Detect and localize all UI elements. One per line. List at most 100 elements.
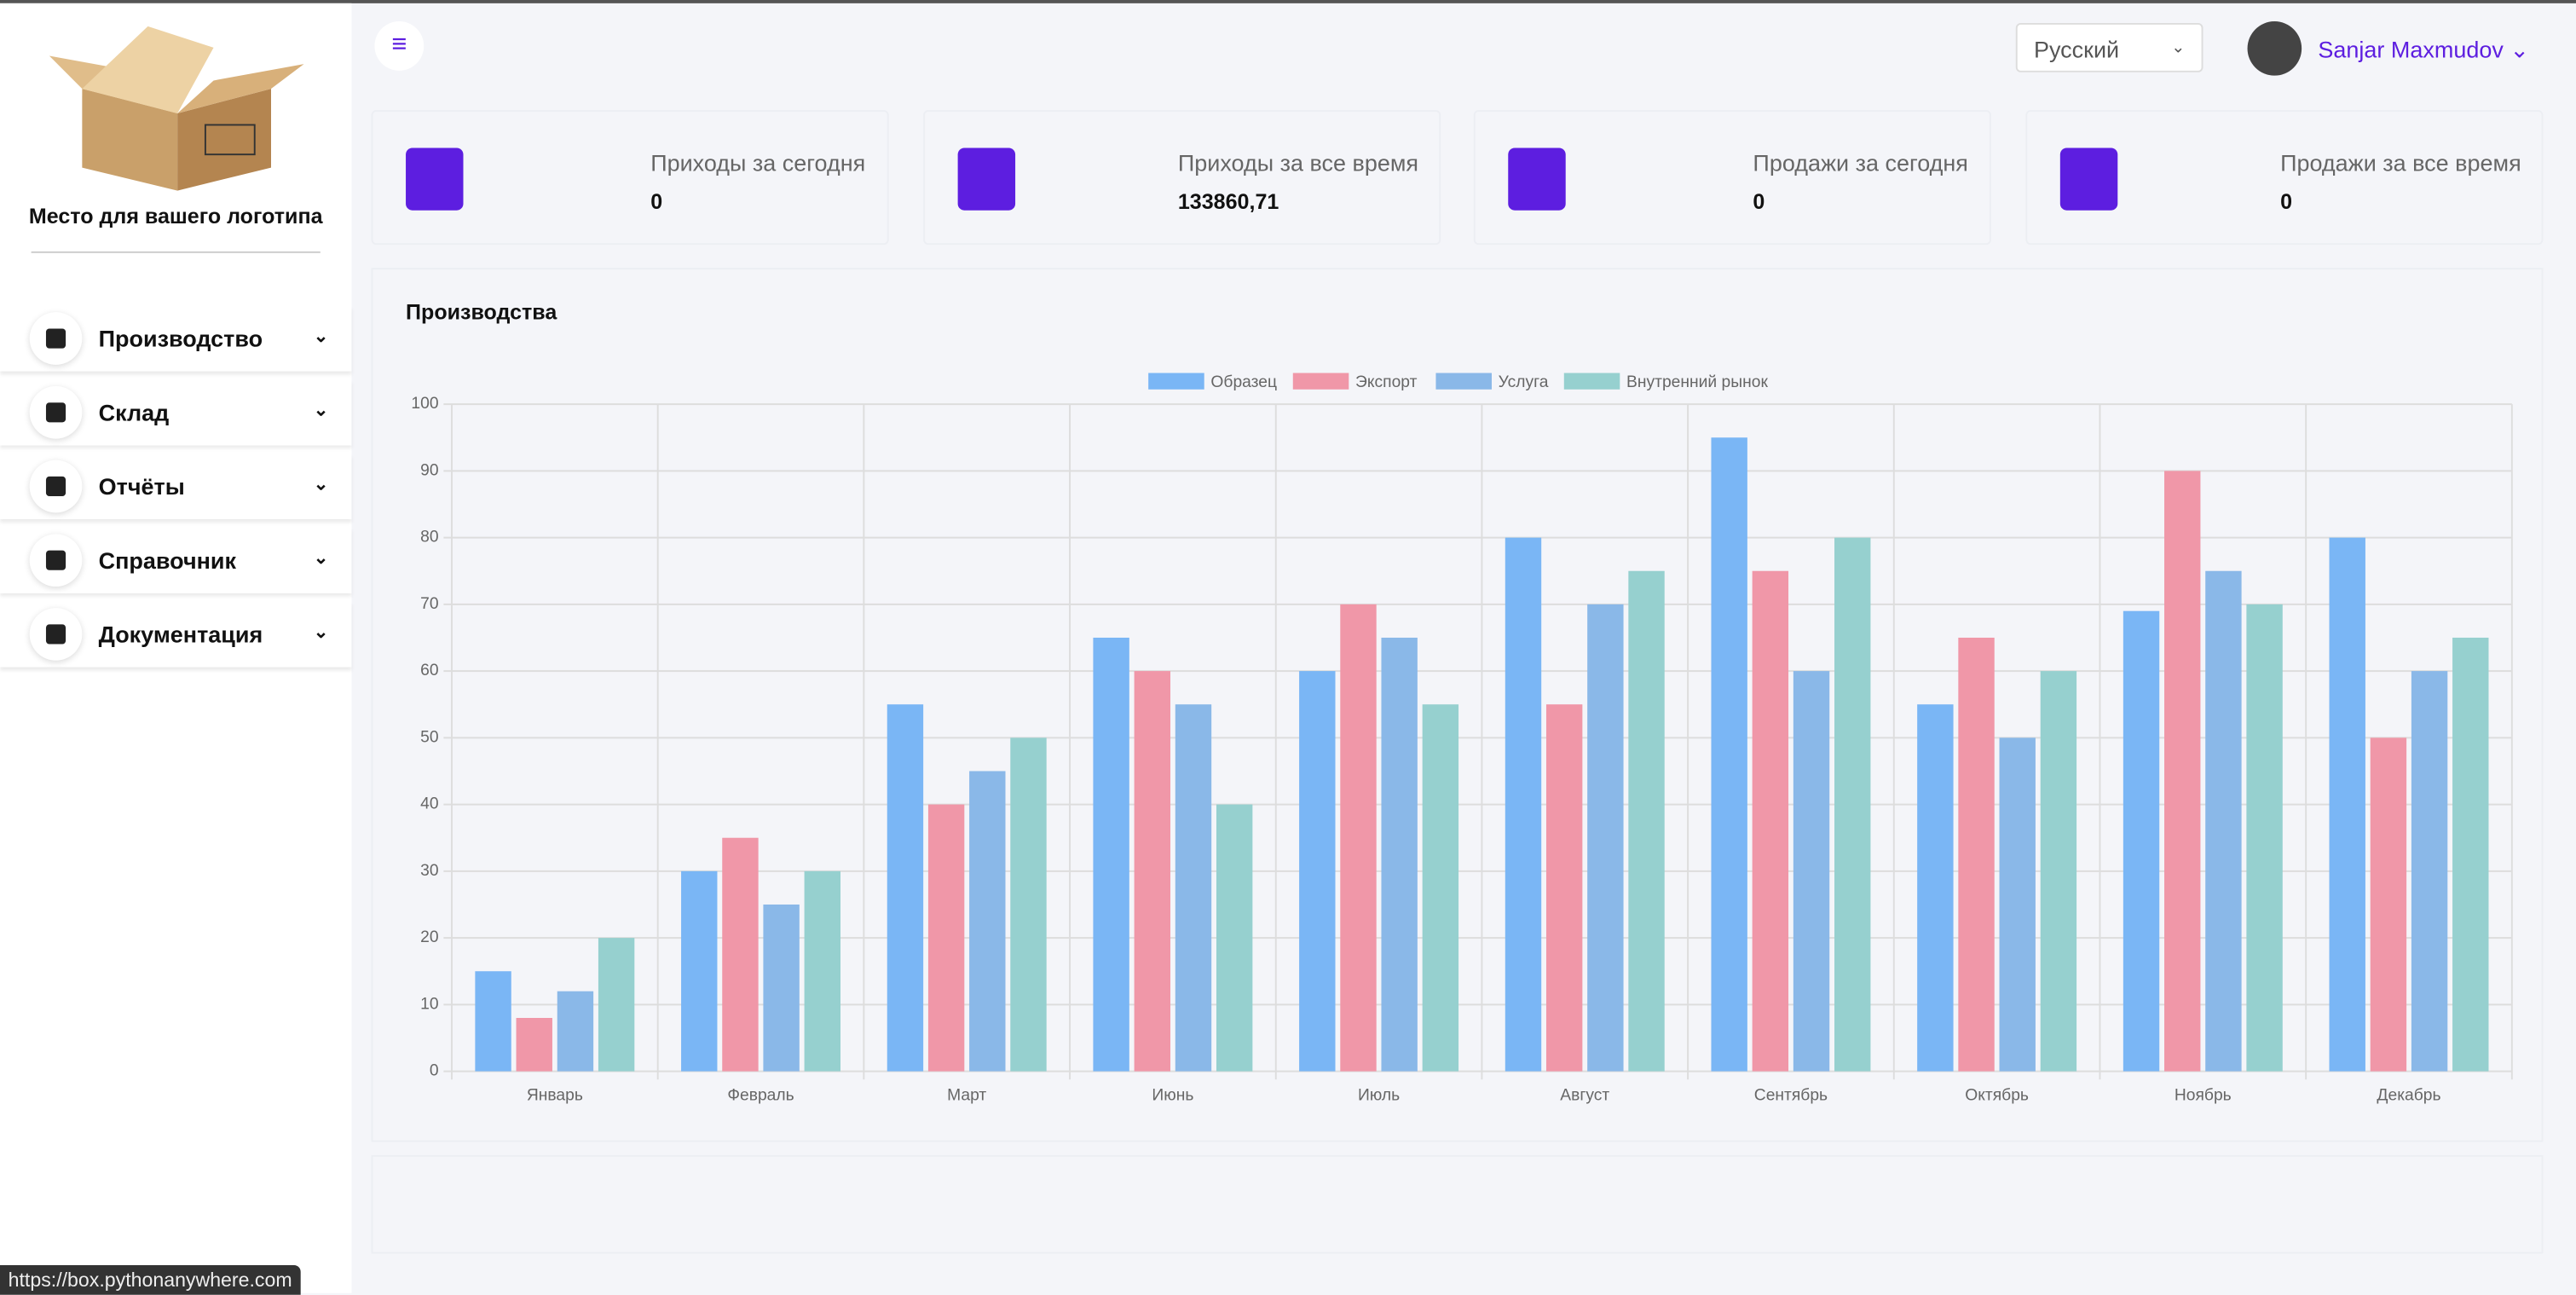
y-tick-label: 0 [430, 1062, 439, 1080]
menu-label: Склад [98, 399, 170, 426]
divider [31, 251, 321, 253]
bar [763, 904, 800, 1072]
y-tick-label: 30 [420, 862, 438, 880]
bar [2411, 671, 2448, 1072]
bar [1999, 737, 2036, 1072]
menu-item[interactable]: Склад ⌄ [0, 379, 351, 445]
menu-icon [29, 534, 83, 587]
y-tick-label: 50 [420, 728, 438, 746]
bar [1175, 704, 1212, 1072]
card-label: Продажи за все время [2280, 149, 2521, 176]
bar [1216, 804, 1253, 1072]
stat-card: Приходы за все время 133860,71 [922, 110, 1441, 246]
bar [516, 1018, 552, 1072]
legend-swatch [1435, 373, 1492, 390]
chevron: ⌄ [313, 474, 329, 495]
bar [2164, 471, 2201, 1072]
chevron: ⌄ [313, 548, 329, 569]
bar [722, 837, 759, 1072]
card-value: 0 [1753, 188, 1765, 214]
bar [1422, 704, 1459, 1072]
card-icon [1508, 147, 1566, 211]
menu-icon [29, 608, 83, 661]
x-tick-label: Март [947, 1087, 986, 1105]
bar [1587, 604, 1624, 1072]
bar [1505, 537, 1542, 1072]
status-url: https://box.pythonanywhere.com [0, 1265, 301, 1295]
stat-card: Приходы за сегодня 0 [371, 110, 889, 246]
bar [1381, 637, 1418, 1072]
icon-glyph [45, 476, 66, 497]
language-select[interactable]: Русский ⌄ [2015, 22, 2203, 72]
x-tick-label: Июль [1358, 1087, 1400, 1105]
menu-icon [29, 385, 83, 439]
chevron: ⌄ [313, 401, 329, 421]
bar [2123, 610, 2160, 1072]
chart-panel: Производства Образец Экспорт Услуга Внутренн… [371, 268, 2544, 1142]
menu-item[interactable]: Справочник ⌄ [0, 528, 351, 593]
legend-label: Экспорт [1355, 373, 1418, 391]
y-tick-label: 90 [420, 461, 438, 479]
card-icon [956, 147, 1015, 211]
icon-glyph [45, 624, 66, 645]
menu-label: Отчёты [98, 473, 185, 500]
bar [2246, 604, 2283, 1072]
menu-label: Справочник [98, 546, 237, 574]
bar [2205, 570, 2242, 1072]
y-tick-label: 60 [420, 662, 438, 679]
bar [1093, 637, 1129, 1072]
card-label: Приходы за все время [1177, 149, 1419, 176]
legend-swatch [1292, 373, 1349, 390]
x-tick-label: Февраль [727, 1087, 794, 1105]
bar [1834, 537, 1871, 1072]
icon-glyph [45, 328, 66, 349]
logo-image [49, 26, 304, 191]
bar [1340, 604, 1377, 1072]
menu-item[interactable]: Отчёты ⌄ [0, 454, 351, 519]
bar [1299, 671, 1336, 1072]
card-label: Приходы за сегодня [650, 149, 866, 176]
x-tick-label: Ноябрь [2175, 1087, 2232, 1105]
sidebar: Место для вашего логотипа Производство ⌄ С… [0, 3, 352, 1293]
bar [1917, 704, 1954, 1072]
chevron: ⌄ [313, 622, 329, 643]
bar [2040, 671, 2077, 1072]
menu-item[interactable]: Производство ⌄ [0, 305, 351, 371]
legend-swatch [1563, 373, 1620, 390]
x-tick-label: Декабрь [2377, 1087, 2440, 1105]
stat-card: Продажи за сегодня 0 [1473, 110, 1991, 246]
bar [681, 870, 718, 1072]
y-tick-label: 80 [420, 529, 438, 546]
avatar[interactable] [2247, 21, 2302, 76]
card-label: Продажи за сегодня [1753, 149, 1968, 176]
y-tick-label: 100 [411, 395, 438, 413]
bar [1711, 437, 1747, 1072]
y-tick-label: 70 [420, 595, 438, 613]
user-menu[interactable]: Sanjar Maxmudov ⌄ [2318, 36, 2529, 63]
chevron: ⌄ [313, 327, 329, 347]
icon-glyph [45, 402, 66, 423]
card-value: 133860,71 [1177, 188, 1279, 214]
card-value: 0 [650, 188, 663, 214]
bar [887, 704, 924, 1072]
bar [1958, 637, 1995, 1072]
logo-text: Место для вашего логотипа [28, 203, 323, 228]
bar [1793, 671, 1830, 1072]
bar [2370, 737, 2407, 1072]
chart-title: Производства [406, 301, 557, 325]
bar [1134, 671, 1171, 1072]
bar [557, 991, 594, 1072]
menu-toggle[interactable]: ≡ [374, 21, 425, 71]
language: Русский [2033, 36, 2120, 63]
menu-item[interactable]: Документация ⌄ [0, 601, 351, 667]
legend-label: Услуга [1499, 373, 1549, 391]
bar [969, 771, 1006, 1072]
bar [1628, 570, 1665, 1072]
legend-label: Образец [1210, 373, 1277, 391]
legend-label: Внутренний рынок [1626, 373, 1768, 391]
bar [1545, 704, 1583, 1072]
icon-glyph [45, 550, 66, 570]
bar [475, 971, 511, 1072]
x-tick-label: Август [1560, 1087, 1609, 1105]
bar [2452, 637, 2489, 1072]
